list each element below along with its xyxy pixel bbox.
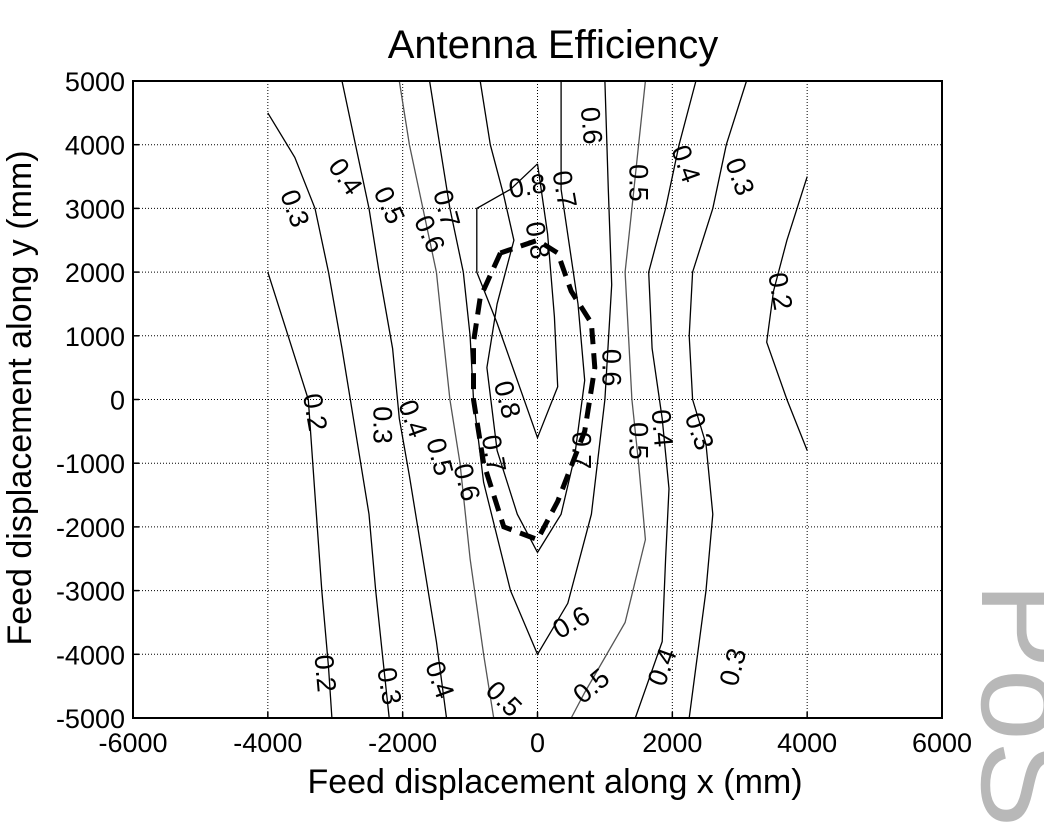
y-tick-label: 2000 xyxy=(65,258,125,288)
contour-label: 0.2 xyxy=(297,391,333,433)
x-tick-label: 4000 xyxy=(777,728,837,758)
contour-label: 0.4 xyxy=(646,408,679,448)
x-ticks: -6000 -4000 -2000 0 2000 4000 6000 xyxy=(98,712,972,758)
y-tick-label: -4000 xyxy=(56,640,125,670)
contour-label: 0.4 xyxy=(322,153,368,201)
x-tick-label: -6000 xyxy=(98,728,167,758)
contour-label: 0.2 xyxy=(762,270,798,312)
y-axis-label: Feed displacement along y (mm) xyxy=(1,150,39,645)
contour-line-0-4 xyxy=(634,80,697,719)
x-tick-label: 0 xyxy=(530,728,545,758)
contour-label: 0.7 xyxy=(476,433,512,475)
contour-label: 0.8 xyxy=(506,168,548,204)
x-tick-label: 6000 xyxy=(912,728,972,758)
contour-label: 0.8 xyxy=(488,377,527,421)
contour-label: 0.6 xyxy=(447,460,486,504)
contour-label: 0.5 xyxy=(480,675,528,723)
contour-line-0-8 xyxy=(476,163,559,440)
contour-label: 0.3 xyxy=(371,665,407,707)
contour-labels: 0.30.40.50.60.70.80.70.80.60.5 0.4 0.30.20… xyxy=(274,106,798,723)
contour-line-0-5 xyxy=(570,80,647,719)
contour-label: 0.4 xyxy=(419,657,460,703)
y-tick-label: 3000 xyxy=(65,194,125,224)
contour-label: 0.6 xyxy=(575,106,608,146)
contour-line-0-5 xyxy=(398,80,495,719)
y-tick-label: -1000 xyxy=(56,449,125,479)
contour-label: 0.3 xyxy=(367,406,397,444)
region-boundary xyxy=(471,237,598,543)
contour-line-0-6 xyxy=(428,80,613,656)
x-tick-label: -2000 xyxy=(368,728,437,758)
contour-label: 0.6 xyxy=(597,349,627,387)
x-tick-label: -4000 xyxy=(233,728,302,758)
contour-label: 0.3 xyxy=(679,409,720,455)
contour-label: 0.4 xyxy=(392,396,433,442)
contour-line-0-3 xyxy=(688,80,748,719)
contour-line-0-3 xyxy=(267,112,390,719)
y-tick-label: 5000 xyxy=(65,67,125,97)
y-tick-label: -5000 xyxy=(56,704,125,734)
y-tick-label: 0 xyxy=(110,386,125,416)
contour-line-0-7 xyxy=(479,80,586,554)
x-tick-label: 2000 xyxy=(642,728,702,758)
y-tick-label: 1000 xyxy=(65,322,125,352)
contour-label: 0.3 xyxy=(719,154,760,200)
contour-label: 0.7 xyxy=(546,168,582,210)
contour-lines xyxy=(267,80,808,719)
contour-label: 0.7 xyxy=(566,432,596,470)
contour-line-0-4 xyxy=(341,80,448,719)
contour-label: 0.5 xyxy=(567,663,615,710)
watermark: PoS xyxy=(954,582,1044,823)
x-axis-label: Feed displacement along x (mm) xyxy=(307,763,802,801)
contour-label: 0.6 xyxy=(547,600,595,645)
contour-line-0-2 xyxy=(267,271,333,719)
contour-label: 0.5 xyxy=(624,422,654,460)
y-ticks: 5000 4000 3000 2000 1000 0 -1000 -2000 -3000 -400… xyxy=(56,67,139,734)
contour-label: 0.3 xyxy=(714,645,753,689)
y-tick-label: -3000 xyxy=(56,577,125,607)
dashed-boundary-line xyxy=(471,237,598,543)
contour-label: 0.8 xyxy=(519,219,555,261)
y-tick-label: 4000 xyxy=(65,131,125,161)
contour-label: 0.5 xyxy=(368,182,411,229)
chart-title: Antenna Efficiency xyxy=(388,23,719,67)
contour-label: 0.2 xyxy=(309,653,342,693)
contour-line-0-2 xyxy=(766,176,808,451)
y-tick-label: -2000 xyxy=(56,513,125,543)
contour-label: 0.5 xyxy=(624,164,654,202)
